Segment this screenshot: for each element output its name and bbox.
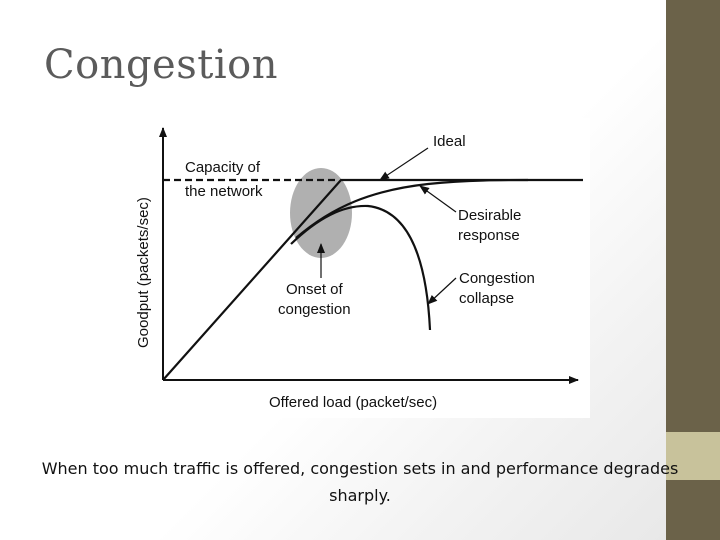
y-axis-label: Goodput (packets/sec)	[135, 197, 152, 348]
capacity-label-line2: the network	[185, 183, 263, 200]
slide-title: Congestion	[44, 42, 278, 88]
onset-label-line2: congestion	[278, 301, 351, 318]
x-axis-label: Offered load (packet/sec)	[269, 394, 437, 411]
desirable-label-line1: Desirable	[458, 207, 521, 224]
ideal-label: Ideal	[433, 133, 466, 150]
congestion-collapse-curve	[290, 204, 432, 331]
collapse-label-line2: collapse	[459, 290, 514, 307]
congestion-figure: Goodput (packets/sec) Offered load (pack…	[128, 118, 590, 418]
collapse-label-line1: Congestion	[459, 270, 535, 287]
desirable-label-line2: response	[458, 227, 520, 244]
side-accent-block	[666, 432, 720, 480]
ideal-pointer-arrow	[379, 147, 429, 181]
onset-label-line1: Onset of	[286, 281, 344, 298]
capacity-label-line1: Capacity of	[185, 159, 261, 176]
desirable-response-curve	[295, 178, 529, 239]
slide-caption: When too much traffic is offered, conges…	[41, 459, 679, 505]
onset-region	[290, 168, 352, 258]
collapse-pointer-arrow	[427, 277, 457, 305]
congestion-diagram: Goodput (packets/sec) Offered load (pack…	[135, 127, 583, 411]
desirable-pointer-arrow	[419, 185, 457, 213]
